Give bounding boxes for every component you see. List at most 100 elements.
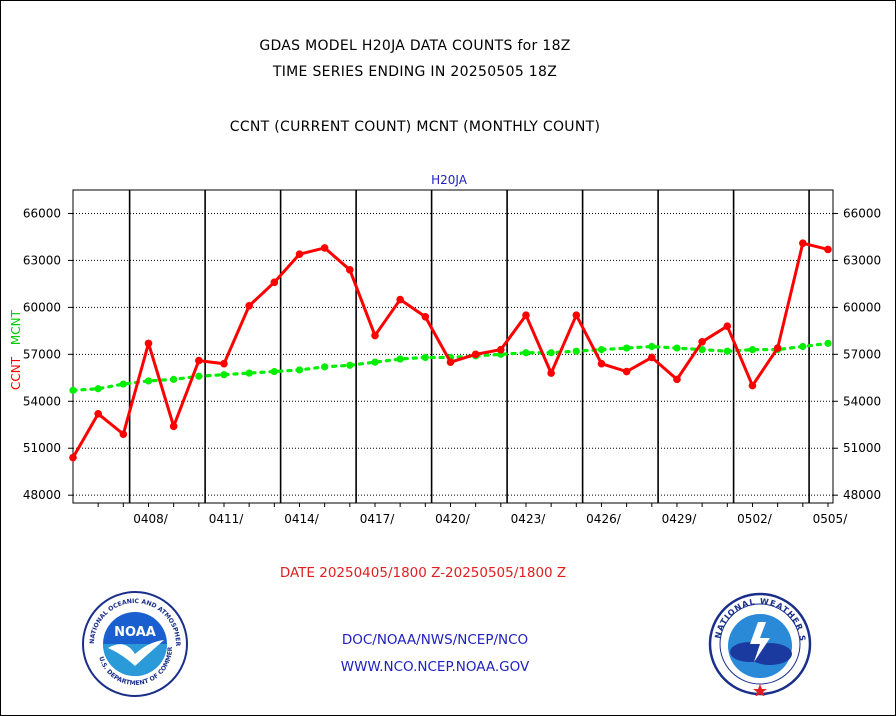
data-point-ccnt <box>94 409 102 418</box>
data-point-mcnt <box>723 347 731 355</box>
x-tick-label: 0417/ <box>360 512 396 526</box>
data-point-ccnt <box>723 322 732 330</box>
data-point-ccnt <box>799 239 807 248</box>
data-point-ccnt <box>195 356 203 365</box>
time-series-chart: 48000 51000 54000 57000 60000 63000 66000 4800… <box>9 173 881 526</box>
data-point-mcnt <box>144 377 153 385</box>
x-tick-label: 0408/ <box>133 512 169 526</box>
series-layer <box>69 239 832 462</box>
data-point-mcnt <box>799 342 807 351</box>
y-tick-label-left: 60000 <box>23 300 61 314</box>
y-tick-label-right: 60000 <box>843 300 881 314</box>
x-tick-label: 0505/ <box>813 512 849 526</box>
data-point-ccnt <box>497 345 505 354</box>
data-point-mcnt <box>346 361 354 369</box>
y-tick-label-left: 57000 <box>23 347 61 361</box>
data-point-ccnt <box>396 295 404 304</box>
data-point-mcnt <box>119 380 127 388</box>
data-point-ccnt <box>648 353 656 362</box>
data-point-mcnt <box>748 346 757 354</box>
data-point-mcnt <box>522 349 530 357</box>
y-tick-labels-right: 48000 51000 54000 57000 60000 63000 66000 <box>833 206 881 502</box>
y-tick-label-left: 48000 <box>23 488 61 502</box>
noaa-logo: NATIONAL OCEANIC AND ATMOSPHERIC ADMINIS… <box>80 590 188 697</box>
data-point-ccnt <box>220 359 228 368</box>
x-tick-label: 0429/ <box>662 512 698 526</box>
data-point-ccnt <box>446 358 455 366</box>
y-tick-label-left: 63000 <box>23 253 61 267</box>
data-point-mcnt <box>371 358 379 366</box>
figure-subtitle: TIME SERIES ENDING IN 20250505 18Z <box>272 64 558 80</box>
data-point-mcnt <box>195 372 203 380</box>
data-point-mcnt <box>597 346 606 354</box>
y-tick-label-right: 54000 <box>843 394 881 408</box>
x-tick-label: 0420/ <box>435 512 471 526</box>
series-description: CCNT (CURRENT COUNT) MCNT (MONTHLY COUNT… <box>229 119 601 135</box>
data-point-ccnt <box>245 302 253 310</box>
data-point-mcnt <box>623 344 631 352</box>
data-point-mcnt <box>547 349 555 357</box>
data-point-mcnt <box>295 366 304 374</box>
svg-text:CCNT MCNT: CCNT MCNT <box>9 309 23 390</box>
x-tick-label: 0414/ <box>284 512 320 526</box>
data-point-mcnt <box>698 346 706 354</box>
data-point-ccnt <box>144 339 153 348</box>
figure-title: GDAS MODEL H20JA DATA COUNTS for 18Z <box>259 38 571 54</box>
data-point-mcnt <box>245 369 253 377</box>
x-tick-labels: 0408/0411/0414/0417/0420/0423/0426/0429/… <box>97 503 849 526</box>
x-tick-label: 0502/ <box>737 512 773 526</box>
y-tick-label-left: 51000 <box>23 441 61 455</box>
data-point-mcnt <box>69 386 77 394</box>
data-point-ccnt <box>421 312 430 321</box>
data-point-mcnt <box>220 371 228 379</box>
data-point-ccnt <box>748 381 757 390</box>
x-tick-label: 0426/ <box>586 512 622 526</box>
y-axis-label-mcnt: MCNT <box>9 309 23 345</box>
data-point-ccnt <box>673 375 681 384</box>
data-point-ccnt <box>622 367 631 376</box>
vertical-gridlines <box>128 190 810 503</box>
data-point-mcnt <box>572 347 580 355</box>
data-point-ccnt <box>572 311 581 320</box>
data-point-ccnt <box>169 422 178 431</box>
noaa-logo-text: NOAA <box>114 625 156 640</box>
data-point-mcnt <box>648 342 656 351</box>
y-tick-label-right: 63000 <box>843 253 881 267</box>
data-point-mcnt <box>673 344 681 352</box>
date-range-label: DATE 20250405/1800 Z-20250505/1800 Z <box>279 565 567 581</box>
data-point-ccnt <box>471 350 480 359</box>
y-tick-labels-left: 48000 51000 54000 57000 60000 63000 66000 <box>23 206 73 502</box>
nws-logo: NATIONAL WEATHER SERVICE <box>708 592 812 696</box>
data-point-ccnt <box>119 430 128 438</box>
data-point-ccnt <box>824 245 832 254</box>
y-tick-label-right: 48000 <box>843 488 881 502</box>
data-point-ccnt <box>270 278 279 287</box>
data-point-mcnt <box>94 385 102 393</box>
y-tick-label-right: 51000 <box>843 441 881 455</box>
org-link-text[interactable]: DOC/NOAA/NWS/NCEP/NCO <box>341 632 529 648</box>
data-point-ccnt <box>295 250 304 258</box>
y-tick-label-right: 57000 <box>843 347 881 361</box>
data-point-ccnt <box>320 244 329 252</box>
y-tick-label-left: 66000 <box>23 206 61 220</box>
data-point-ccnt <box>698 338 706 346</box>
data-point-mcnt <box>170 375 178 383</box>
data-point-ccnt <box>773 344 782 352</box>
data-point-ccnt <box>547 369 555 377</box>
x-tick-label: 0423/ <box>511 512 547 526</box>
data-point-mcnt <box>270 367 278 376</box>
chart-title: H20JA <box>431 173 468 187</box>
plot-area <box>72 189 834 504</box>
y-tick-label-left: 54000 <box>23 394 61 408</box>
website-link[interactable]: WWW.NCO.NCEP.NOAA.GOV <box>340 659 530 675</box>
data-point-ccnt <box>597 359 606 368</box>
data-point-ccnt <box>69 453 77 462</box>
data-point-mcnt <box>824 339 832 347</box>
horizontal-gridlines <box>73 212 833 496</box>
y-axis-label: CCNT MCNT <box>9 309 23 390</box>
data-point-ccnt <box>346 266 354 274</box>
data-point-ccnt <box>522 311 530 320</box>
data-point-mcnt <box>421 353 429 362</box>
data-point-mcnt <box>396 355 404 363</box>
data-point-ccnt <box>371 331 379 340</box>
